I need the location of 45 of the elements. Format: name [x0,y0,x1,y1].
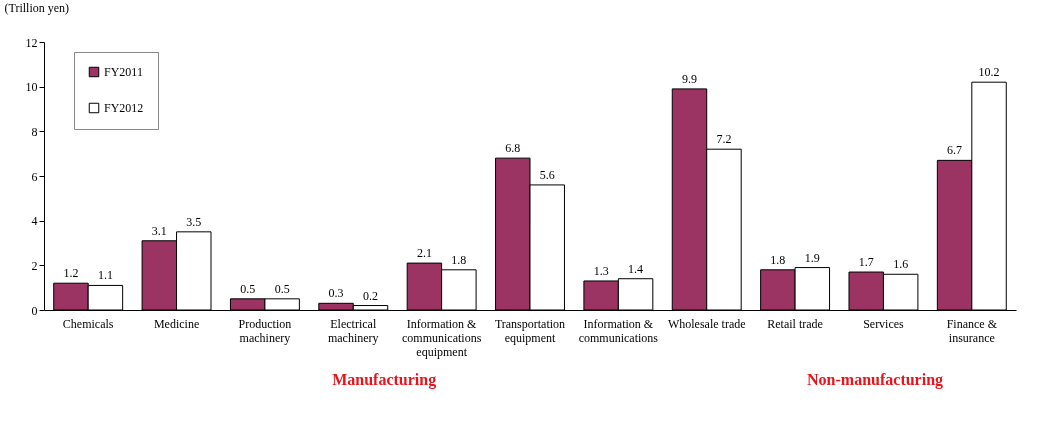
x-tick-label: Production machinery [238,316,292,345]
data-label: 1.2 [63,266,79,281]
x-tick-label: Retail trade [767,316,823,331]
text: Manufacturing [332,371,437,389]
x-tick-label: Information & communications [578,316,659,345]
y-tick-label: 2 [31,258,38,273]
data-label: 1.4 [628,261,644,276]
x-tick-label: Information & communications equipment [401,316,482,359]
data-label: 6.7 [947,143,963,158]
y-tick-label: 4 [31,214,38,229]
data-label: 0.5 [274,281,290,296]
text: Non-manufacturing [807,371,944,389]
data-label: 1.8 [451,252,467,267]
data-label: 6.8 [505,141,521,156]
data-label: 0.3 [328,286,344,301]
y-tick-label: 12 [25,35,38,50]
data-label: 1.6 [893,257,909,272]
legend-label: FY2011 [104,65,143,79]
data-label: 7.2 [716,132,732,147]
data-label: 5.6 [539,167,555,182]
data-label: 3.5 [186,214,202,229]
x-tick-label: Services [863,316,905,331]
y-tick-label: 0 [31,303,38,318]
x-tick-label: Electrical machinery [327,316,379,345]
x-tick-label: Chemicals [62,316,114,331]
x-tick-label: Medicine [153,316,200,331]
data-label: 0.2 [363,288,378,303]
data-label: 1.7 [858,255,874,270]
x-tick-label: Finance & insurance [946,316,998,345]
data-label: 1.9 [804,250,820,265]
data-label: 10.2 [978,65,1000,80]
data-label: 0.5 [240,281,256,296]
data-label: 9.9 [682,71,697,86]
x-tick-label: Transportation equipment [494,316,566,345]
y-tick-label: 6 [31,169,38,184]
y-axis-title: (Trillion yen) [4,0,70,15]
data-label: 1.1 [97,268,113,283]
data-label: 1.3 [593,263,609,278]
data-label: 2.1 [416,246,432,261]
data-label: 3.1 [151,223,167,238]
data-label: 1.8 [770,252,786,267]
legend-label: FY2012 [104,101,144,115]
x-tick-label: Wholesale trade [667,316,746,331]
y-tick-label: 8 [31,124,38,139]
y-tick-label: 10 [25,80,38,95]
